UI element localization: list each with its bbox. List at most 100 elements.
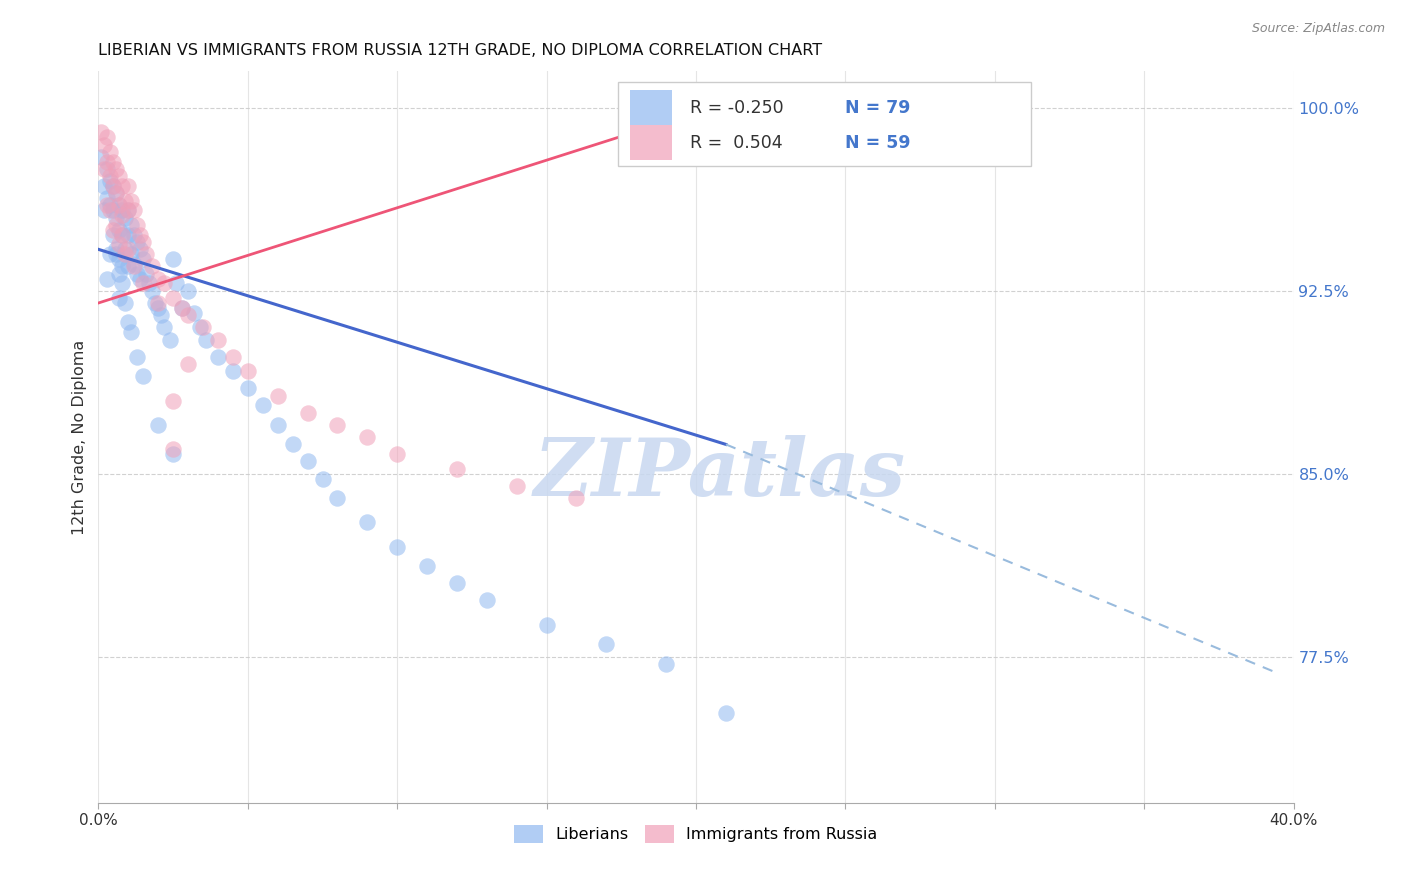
Point (103, 178, 125, 193)
Point (236, 381, 259, 395)
Point (105, 247, 128, 261)
Point (162, 442, 184, 457)
Text: LIBERIAN VS IMMIGRANTS FROM RUSSIA 12TH GRADE, NO DIPLOMA CORRELATION CHART: LIBERIAN VS IMMIGRANTS FROM RUSSIA 12TH … (98, 43, 823, 58)
Point (111, 203, 134, 218)
Point (132, 252, 155, 266)
Point (188, 320, 211, 334)
Point (96, 198, 118, 212)
Point (124, 260, 146, 274)
Point (446, 576, 468, 591)
Point (117, 243, 139, 257)
Point (148, 296, 170, 310)
Point (172, 301, 194, 315)
Point (93, 161, 115, 176)
Point (141, 260, 163, 274)
Point (103, 227, 125, 242)
Point (96, 191, 118, 205)
Point (111, 260, 134, 274)
Point (103, 223, 125, 237)
Point (114, 194, 136, 208)
Point (129, 243, 152, 257)
Point (114, 243, 136, 257)
Point (595, 637, 617, 651)
Point (103, 203, 125, 218)
Point (96, 271, 118, 285)
Point (356, 430, 378, 444)
Point (297, 406, 319, 420)
Point (111, 227, 134, 242)
FancyBboxPatch shape (630, 90, 672, 125)
Point (159, 333, 181, 347)
Point (714, 98, 737, 112)
Point (98, 174, 122, 188)
Point (117, 203, 139, 218)
Text: N = 59: N = 59 (845, 134, 911, 152)
Point (98, 145, 122, 159)
Point (143, 296, 166, 310)
Point (222, 364, 245, 378)
Point (114, 296, 136, 310)
Point (236, 364, 259, 378)
Point (120, 218, 142, 232)
Point (132, 235, 155, 249)
Point (105, 161, 128, 176)
Point (117, 178, 139, 193)
Point (124, 257, 146, 271)
Point (162, 393, 184, 408)
Point (108, 267, 131, 281)
Point (165, 277, 187, 291)
Point (207, 350, 229, 364)
Point (111, 178, 134, 193)
Point (475, 593, 498, 607)
Point (536, 617, 558, 632)
Point (172, 301, 194, 315)
Point (281, 437, 304, 451)
Text: R =  0.504: R = 0.504 (690, 134, 783, 152)
Point (111, 277, 134, 291)
Point (120, 325, 142, 339)
Point (124, 227, 146, 242)
Point (135, 247, 157, 261)
Point (177, 308, 200, 322)
Point (105, 186, 128, 201)
Point (127, 350, 149, 364)
Point (127, 235, 149, 249)
Point (141, 284, 163, 298)
Point (98, 169, 122, 184)
FancyBboxPatch shape (630, 126, 672, 161)
Point (565, 491, 588, 505)
Y-axis label: 12th Grade, No Diploma: 12th Grade, No Diploma (72, 340, 87, 534)
Point (685, 105, 707, 120)
Text: ZIPatlas: ZIPatlas (534, 435, 905, 512)
Point (127, 267, 149, 281)
Point (148, 271, 170, 285)
Point (177, 357, 200, 371)
Point (108, 237, 131, 252)
Point (108, 291, 131, 305)
Point (105, 243, 128, 257)
Point (183, 306, 205, 320)
Point (655, 657, 678, 671)
Point (105, 218, 128, 232)
Point (222, 350, 245, 364)
Point (111, 227, 134, 242)
Point (108, 252, 131, 266)
Point (127, 218, 149, 232)
Legend: Liberians, Immigrants from Russia: Liberians, Immigrants from Russia (508, 819, 884, 850)
Point (98, 247, 122, 261)
Point (177, 284, 200, 298)
Point (148, 301, 170, 315)
Point (129, 271, 152, 285)
Point (90, 150, 112, 164)
Text: N = 79: N = 79 (845, 99, 911, 117)
Point (117, 260, 139, 274)
Point (150, 308, 173, 322)
Point (714, 706, 737, 720)
Point (93, 137, 115, 152)
Point (117, 227, 139, 242)
Point (326, 491, 349, 505)
Point (385, 540, 409, 554)
Point (252, 398, 274, 412)
Point (108, 223, 131, 237)
Point (356, 516, 378, 530)
